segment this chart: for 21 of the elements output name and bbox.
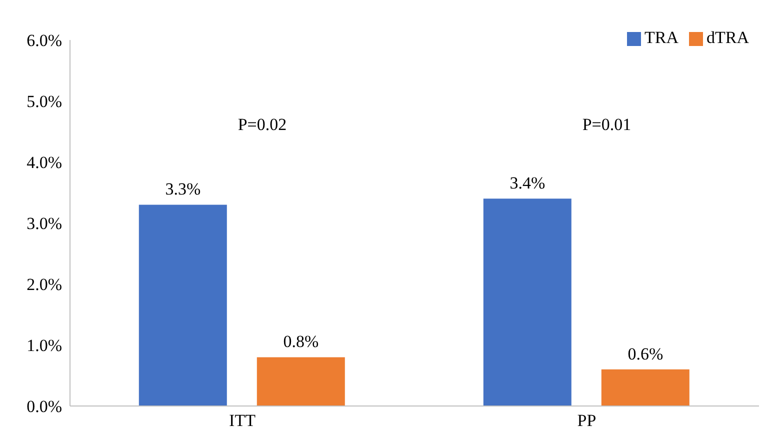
data-label: 0.8% <box>283 332 319 352</box>
y-tick-label: 0.0% <box>26 397 62 416</box>
data-label: 3.4% <box>510 174 546 193</box>
y-tick-label: 3.0% <box>26 214 62 234</box>
annotation: P=0.01 <box>582 115 632 134</box>
bar <box>138 204 227 406</box>
bar <box>601 369 690 406</box>
y-tick-label: 6.0% <box>26 31 62 50</box>
x-tick-label: ITT <box>229 411 256 430</box>
annotation: P=0.02 <box>238 115 287 134</box>
data-label: 0.6% <box>628 344 664 364</box>
legend-label: dTRA <box>706 28 749 47</box>
bar <box>256 357 345 406</box>
y-tick-label: 2.0% <box>26 275 62 294</box>
y-tick-label: 1.0% <box>26 336 62 356</box>
y-tick-label: 5.0% <box>26 92 62 112</box>
legend-label: TRA <box>644 28 678 47</box>
data-label: 3.3% <box>165 180 201 199</box>
bar <box>483 198 572 406</box>
y-tick-label: 4.0% <box>26 153 62 172</box>
x-tick-label: PP <box>577 411 596 430</box>
